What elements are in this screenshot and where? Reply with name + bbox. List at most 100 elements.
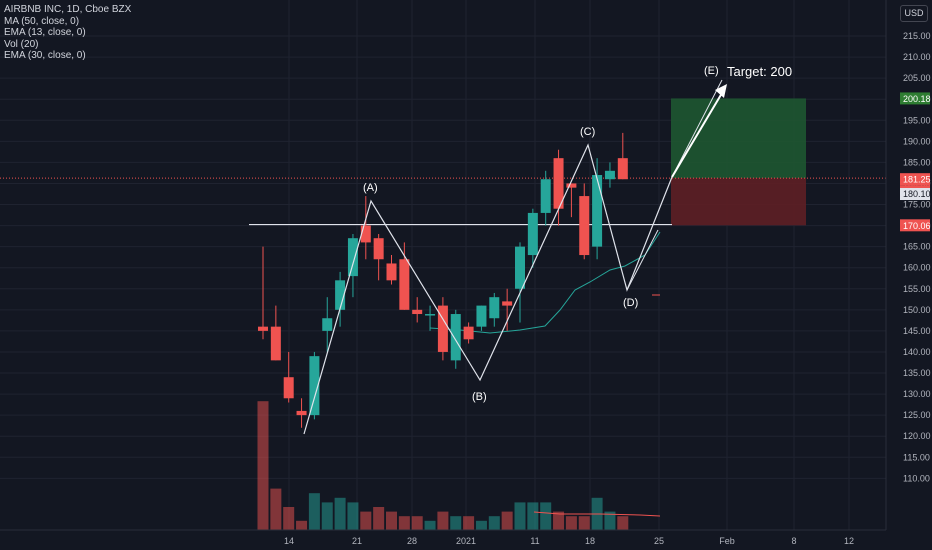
price-axis-label: 145.00 (903, 326, 931, 336)
price-axis-label: 185.00 (903, 157, 931, 167)
wave-label-e: (E) (704, 65, 719, 77)
indicator-vol20[interactable]: Vol (20) (4, 38, 39, 50)
bull-candle[interactable] (489, 297, 500, 319)
time-axis-label: Feb (719, 536, 735, 546)
indicator-ema30[interactable]: EMA (30, close, 0) (4, 50, 86, 62)
price-axis-label: 210.00 (903, 52, 931, 62)
volume-bar (283, 507, 295, 530)
volume-bar (424, 520, 436, 530)
volume-bar (360, 511, 372, 530)
price-axis-label: 165.00 (903, 242, 931, 252)
indicator-ma50[interactable]: MA (50, close, 0) (4, 15, 80, 27)
bull-candle[interactable] (592, 175, 603, 247)
wave-zigzag[interactable] (303, 143, 673, 435)
bear-candle[interactable] (463, 326, 474, 340)
symbol-title[interactable]: AIRBNB INC, 1D, Cboe BZX (4, 4, 132, 15)
volume-bar (565, 516, 577, 530)
chart-legend: AIRBNB INC, 1D, Cboe BZX MA (50, close, … (4, 4, 131, 62)
bull-candle[interactable] (515, 246, 525, 289)
bear-candle[interactable] (437, 305, 448, 352)
bear-candle[interactable] (283, 377, 294, 399)
bull-candle[interactable] (309, 356, 320, 416)
time-axis-label: 12 (844, 536, 854, 546)
target-arrowhead (715, 84, 727, 98)
volume-bar (488, 516, 500, 530)
price-axis-label: 195.00 (903, 115, 931, 125)
price-axis-label: 115.00 (903, 452, 930, 462)
wave-label-c: (C) (580, 126, 595, 138)
bear-candle[interactable] (502, 301, 513, 306)
bull-candle[interactable] (322, 318, 333, 331)
bear-candle[interactable] (579, 196, 590, 256)
target-label: Target: 200 (727, 64, 792, 79)
currency-button[interactable]: USD (900, 5, 928, 22)
target-zone[interactable] (671, 98, 806, 179)
volume-bar (578, 516, 590, 530)
target-price-badge (900, 92, 930, 105)
volume-bar (321, 502, 333, 530)
price-axis-label: 140.00 (903, 347, 931, 357)
bull-candle[interactable] (425, 314, 436, 316)
bear-candle[interactable] (617, 158, 628, 180)
stop-zone[interactable] (671, 178, 806, 226)
bull-candle[interactable] (540, 179, 551, 213)
volume-bar (270, 488, 282, 530)
price-axis-label: 150.00 (903, 305, 931, 315)
volume-bar (553, 511, 565, 530)
bear-candle[interactable] (270, 326, 281, 361)
price-axis-label: 160.00 (903, 263, 931, 273)
bear-candle[interactable] (258, 326, 268, 331)
wave-label-a: (A) (363, 182, 378, 194)
time-axis[interactable] (0, 530, 886, 550)
time-axis-label: 28 (407, 536, 417, 546)
volume-bar (540, 502, 552, 530)
bull-candle[interactable] (347, 238, 358, 277)
level-badge (900, 188, 930, 201)
bear-candle[interactable] (360, 225, 371, 243)
indicator-ema13[interactable]: EMA (13, close, 0) (4, 27, 86, 39)
wave-e-line (671, 79, 723, 178)
bull-candle[interactable] (335, 280, 346, 310)
volume-bar (475, 520, 487, 530)
volume-bar (604, 511, 616, 530)
time-axis-label: 8 (791, 536, 796, 546)
volume-bar (437, 511, 449, 530)
last-price-badge (900, 173, 930, 186)
time-axis-label: 14 (284, 536, 294, 546)
volume-bar (296, 520, 308, 530)
price-axis-label: 125.00 (903, 410, 931, 420)
bear-candle[interactable] (553, 158, 564, 209)
bear-candle[interactable] (412, 309, 423, 315)
wave-label-b: (B) (472, 391, 487, 403)
price-axis-label: 130.00 (903, 389, 931, 399)
volume-bar (257, 401, 269, 530)
bear-candle[interactable] (296, 410, 307, 416)
bull-candle[interactable] (476, 305, 487, 327)
price-axis-label: 155.00 (903, 284, 931, 294)
volume-bar (527, 502, 539, 530)
stop-price-badge-text: 170.06 (903, 221, 931, 231)
bear-candle[interactable] (399, 259, 410, 310)
volume-bar (334, 497, 346, 530)
volume-bar (514, 502, 526, 530)
bull-candle[interactable] (604, 170, 615, 180)
price-axis-label: 110.00 (903, 473, 930, 483)
bear-candle[interactable] (566, 183, 577, 188)
volume-bar (347, 502, 359, 530)
bear-candle[interactable] (386, 263, 397, 281)
price-axis-label: 135.00 (903, 368, 931, 378)
target-arrow[interactable] (671, 87, 726, 178)
volume-bar (386, 511, 397, 530)
bull-candle[interactable] (450, 314, 461, 361)
volume-bar (450, 516, 462, 530)
bear-candle[interactable] (373, 238, 384, 260)
price-axis[interactable] (886, 0, 932, 550)
ema-line (429, 231, 661, 334)
price-axis-label: 175.00 (903, 200, 931, 210)
stop-price-badge (900, 219, 930, 232)
bull-candle[interactable] (527, 212, 538, 256)
volume-bar (308, 493, 320, 530)
wave-label-d: (D) (623, 297, 638, 309)
price-axis-label: 205.00 (903, 73, 931, 83)
